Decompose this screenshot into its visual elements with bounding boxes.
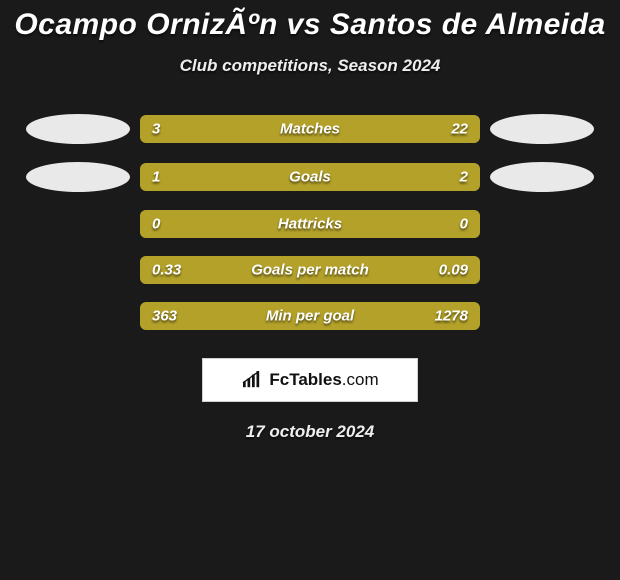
metric-label: Goals xyxy=(289,169,331,186)
value-left: 3 xyxy=(152,121,160,138)
bar-fill-left xyxy=(140,115,198,143)
value-left: 0.33 xyxy=(152,262,181,279)
bar-fill-left xyxy=(140,210,147,238)
stat-bar: 363 Min per goal 1278 xyxy=(140,302,480,330)
value-right: 0 xyxy=(460,216,468,233)
stat-bar: 0.33 Goals per match 0.09 xyxy=(140,256,480,284)
value-right: 0.09 xyxy=(439,262,468,279)
player-left-oval xyxy=(26,162,130,192)
stat-bar: 0 Hattricks 0 xyxy=(140,210,480,238)
value-left: 363 xyxy=(152,308,177,325)
date-label: 17 october 2024 xyxy=(0,422,620,442)
player-left-oval xyxy=(26,114,130,144)
stat-row: 3 Matches 22 xyxy=(10,114,610,144)
stat-row: 0 Hattricks 0 xyxy=(10,210,610,238)
brand-text-light: .com xyxy=(342,370,379,389)
value-right: 1278 xyxy=(435,308,468,325)
bar-fill-right xyxy=(473,210,480,238)
brand-logo-box: FcTables.com xyxy=(202,358,418,402)
brand-text-bold: FcTables xyxy=(269,370,341,389)
page-title: Ocampo OrnizÃºn vs Santos de Almeida xyxy=(0,8,620,42)
subtitle: Club competitions, Season 2024 xyxy=(0,56,620,76)
metric-label: Hattricks xyxy=(278,216,342,233)
value-left: 1 xyxy=(152,169,160,186)
value-left: 0 xyxy=(152,216,160,233)
bar-fill-right xyxy=(252,163,480,191)
player-right-oval xyxy=(490,162,594,192)
metric-label: Goals per match xyxy=(251,262,369,279)
bar-chart-icon xyxy=(241,371,263,389)
metric-label: Min per goal xyxy=(266,308,354,325)
stat-rows: 3 Matches 22 1 Goals 2 0 Hattricks 0 0.33 Goals pe… xyxy=(0,114,620,330)
value-right: 2 xyxy=(460,169,468,186)
comparison-card: Ocampo OrnizÃºn vs Santos de Almeida Clu… xyxy=(0,0,620,442)
brand-text: FcTables.com xyxy=(269,370,378,390)
player-right-oval xyxy=(490,114,594,144)
stat-bar: 3 Matches 22 xyxy=(140,115,480,143)
stat-bar: 1 Goals 2 xyxy=(140,163,480,191)
value-right: 22 xyxy=(451,121,468,138)
stat-row: 1 Goals 2 xyxy=(10,162,610,192)
metric-label: Matches xyxy=(280,121,340,138)
stat-row: 363 Min per goal 1278 xyxy=(10,302,610,330)
stat-row: 0.33 Goals per match 0.09 xyxy=(10,256,610,284)
